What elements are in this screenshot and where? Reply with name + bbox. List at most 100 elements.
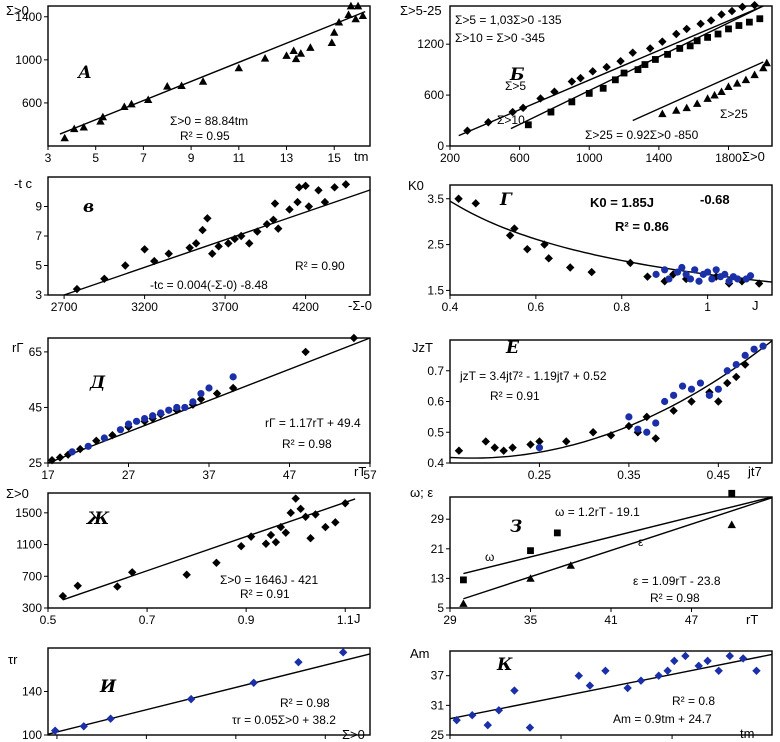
x-tick-label: 800 xyxy=(136,740,156,742)
data-point xyxy=(191,239,201,248)
data-point xyxy=(664,50,671,58)
x-tick-label: 1.1 xyxy=(337,613,354,627)
y-axis-label: JzT xyxy=(412,340,433,355)
data-point xyxy=(672,29,681,39)
data-point xyxy=(197,389,205,398)
data-point xyxy=(181,403,189,412)
y-tick-label: 1200 xyxy=(417,37,444,51)
data-point xyxy=(189,398,197,406)
panel-letter: Б xyxy=(509,65,525,85)
data-point xyxy=(349,333,359,343)
data-point xyxy=(100,434,108,442)
fit-line xyxy=(632,61,764,122)
data-point xyxy=(269,215,278,224)
annotation: R² = 0.98 xyxy=(650,591,700,605)
data-point xyxy=(523,244,532,254)
data-point xyxy=(79,722,88,731)
data-point xyxy=(121,261,130,270)
y-tick-label: 140 xyxy=(22,685,42,699)
data-point xyxy=(553,529,561,537)
annotation: Σ>10 xyxy=(497,113,525,127)
x-tick-label: 0.45 xyxy=(707,468,731,482)
data-point xyxy=(634,425,642,433)
data-point xyxy=(510,224,519,233)
data-point xyxy=(693,37,701,45)
data-point xyxy=(468,711,477,720)
data-point xyxy=(524,121,532,129)
x-tick-label: 15 xyxy=(328,151,342,165)
data-point xyxy=(282,51,291,59)
annotation: ε xyxy=(638,535,644,549)
y-tick-label: 37 xyxy=(431,669,445,683)
data-point xyxy=(72,284,82,294)
fit-line xyxy=(463,496,773,575)
annotation: R² = 0.91 xyxy=(240,587,290,601)
data-point xyxy=(483,720,492,730)
data-point xyxy=(732,372,741,382)
x-tick-label: 1000 xyxy=(576,151,603,165)
data-point xyxy=(321,522,330,532)
data-point xyxy=(208,249,217,258)
data-point xyxy=(687,385,696,393)
x-tick-label: 27 xyxy=(122,468,136,482)
data-point xyxy=(341,180,351,189)
data-point xyxy=(625,413,633,421)
y-tick-label: 21 xyxy=(431,542,445,556)
panel-letter: З xyxy=(510,517,522,537)
data-point xyxy=(694,661,703,671)
panel-letter: И xyxy=(99,677,117,697)
x-tick-label: 37 xyxy=(202,468,216,482)
data-point xyxy=(311,510,320,519)
data-point xyxy=(165,406,173,414)
data-point xyxy=(750,345,758,353)
x-axis-label: tm xyxy=(354,149,368,164)
annotation: -tc = 0.004(-Σ-0) -8.48 xyxy=(150,278,268,292)
data-point xyxy=(714,30,722,38)
y-tick-label: 0.4 xyxy=(427,456,444,470)
data-point xyxy=(695,277,703,285)
x-tick-label: 47 xyxy=(283,468,297,482)
data-point xyxy=(732,361,740,369)
data-point xyxy=(246,532,256,541)
x-tick-label: 41 xyxy=(604,613,618,627)
data-point xyxy=(686,275,695,283)
data-point xyxy=(351,14,360,23)
x-tick-label: 3700 xyxy=(212,300,239,314)
x-tick-label: 0.4 xyxy=(442,300,459,314)
data-point xyxy=(636,676,646,685)
x-axis-label: jt7 xyxy=(747,464,762,479)
data-point xyxy=(661,266,669,274)
data-point xyxy=(676,45,684,52)
data-point xyxy=(678,382,687,390)
x-tick-label: 4 xyxy=(447,740,454,742)
annotation: rГ = 1.17rT + 49.4 xyxy=(265,416,361,430)
annotation: Σ>5 = 1,03Σ>0 -135 xyxy=(455,13,562,27)
data-point xyxy=(338,648,348,657)
data-point xyxy=(291,494,300,503)
y-axis-label: ω; ε xyxy=(410,485,433,500)
y-axis-label: -t c xyxy=(14,176,33,191)
annotation: ω xyxy=(485,550,494,564)
data-point xyxy=(624,421,634,431)
y-tick-label: 1100 xyxy=(16,538,42,552)
data-point xyxy=(703,656,712,666)
data-point xyxy=(173,403,181,412)
data-point xyxy=(508,443,517,452)
plot-frame xyxy=(449,184,773,296)
data-point xyxy=(746,272,755,280)
data-point xyxy=(732,79,742,87)
annotation: R² = 0.98 xyxy=(280,696,330,710)
data-point xyxy=(341,499,350,508)
data-point xyxy=(741,351,749,359)
data-point xyxy=(611,76,619,84)
data-point xyxy=(454,194,463,203)
panel-Zh: 0.5 0.7 0.9 1.1 300 700 1100 1500 Ж Σ>0 J Σ>0 = 164… xyxy=(6,486,371,627)
y-tick-label: 13 xyxy=(431,571,445,585)
y-tick-label: 7 xyxy=(35,229,42,243)
data-point xyxy=(276,522,286,532)
panel-letter: Ж xyxy=(85,509,110,529)
data-point xyxy=(459,599,468,607)
fit-line xyxy=(449,200,773,283)
data-point xyxy=(205,384,213,392)
